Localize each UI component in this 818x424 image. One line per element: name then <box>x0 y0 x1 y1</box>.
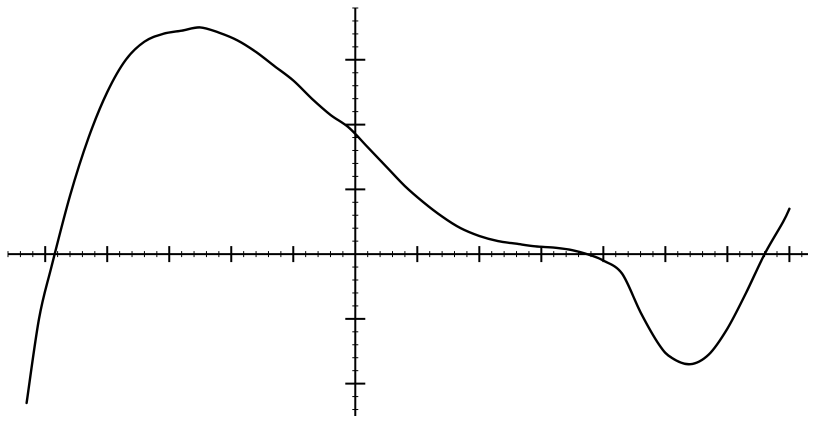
series-curve <box>25 26 791 405</box>
axis-ticks <box>7 7 803 411</box>
